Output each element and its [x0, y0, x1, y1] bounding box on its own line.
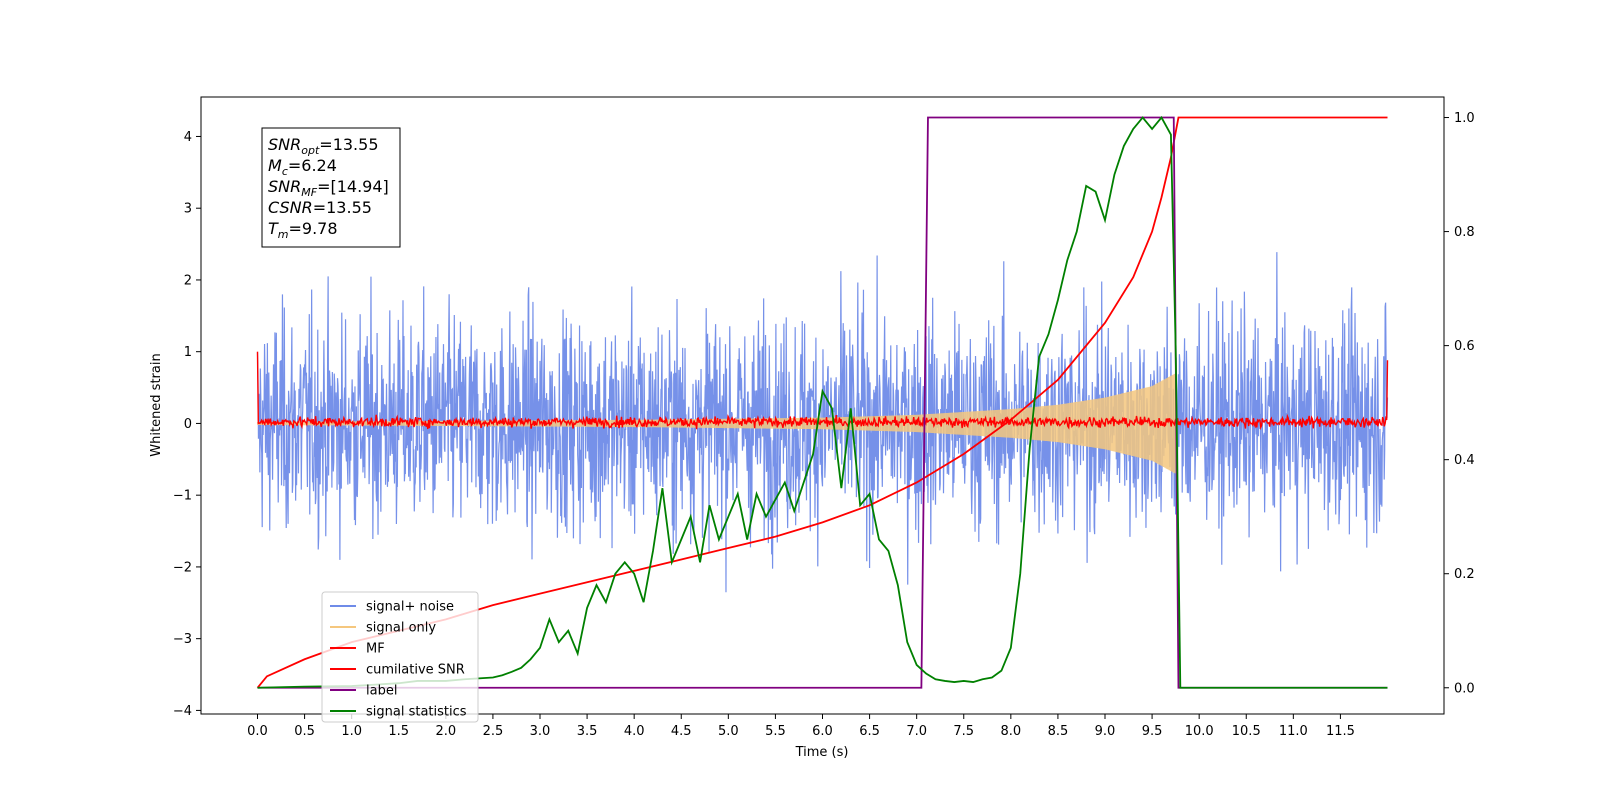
- stats-symbol: SNR: [268, 177, 301, 196]
- y-tick-label: −1: [173, 489, 192, 504]
- x-tick-label: 8.5: [1048, 724, 1069, 739]
- y2-tick-label: 0.2: [1454, 567, 1475, 582]
- legend-label: signal+ noise: [366, 600, 454, 615]
- x-tick-label: 0.5: [294, 724, 315, 739]
- stats-value: =13.55: [313, 198, 372, 217]
- legend-label: cumilative SNR: [366, 663, 465, 678]
- stats-symbol: SNR: [268, 135, 301, 154]
- y2-tick-label: 1.0: [1454, 111, 1475, 126]
- y-tick-label: −4: [173, 704, 192, 719]
- stats-symbol: CSNR: [268, 198, 313, 217]
- x-tick-label: 10.0: [1185, 724, 1214, 739]
- stats-symbol: T: [268, 219, 279, 238]
- series-signal-statistics: [257, 115, 1388, 689]
- x-tick-label: 4.0: [624, 724, 645, 739]
- x-tick-label: 10.5: [1232, 724, 1261, 739]
- stats-subscript: opt: [301, 144, 320, 157]
- y2-tick-label: 0.6: [1454, 339, 1475, 354]
- stats-value: =6.24: [288, 156, 337, 175]
- x-tick-label: 6.5: [859, 724, 880, 739]
- y-axis-label: Whitened strain: [149, 353, 164, 456]
- y-tick-label: 3: [184, 202, 192, 217]
- x-tick-label: 2.5: [483, 724, 504, 739]
- y-tick-label: 4: [184, 130, 192, 145]
- stats-subscript: MF: [301, 186, 317, 199]
- y2-tick-label: 0.8: [1454, 225, 1475, 240]
- stats-line: Tm=9.78: [268, 219, 338, 241]
- stats-line: SNRopt=13.55: [268, 135, 379, 157]
- x-tick-label: 6.0: [812, 724, 833, 739]
- y-axis-left: 4 3 2 1 0 −1 −2 −3 −4: [173, 130, 201, 719]
- y2-tick-label: 0.4: [1454, 453, 1475, 468]
- x-tick-label: 9.0: [1095, 724, 1116, 739]
- x-tick-label: 5.0: [718, 724, 739, 739]
- x-axis: 0.0 0.5 1.0 1.5 2.0 2.5 3.0 3.5 4.0 4.5 5.0 5.5 6.0 6…: [247, 714, 1355, 739]
- y-tick-label: −3: [173, 632, 192, 647]
- x-tick-label: 9.5: [1142, 724, 1163, 739]
- stats-subscript: c: [282, 165, 288, 178]
- y-axis-right: 1.0 0.8 0.6 0.4 0.2 0.0: [1444, 111, 1475, 696]
- stats-line: SNRMF=[14.94]: [268, 177, 389, 199]
- stats-line: Mc=6.24: [268, 156, 337, 178]
- legend-label: MF: [366, 642, 385, 657]
- series-signal-noise: [256, 252, 1389, 593]
- y2-tick-label: 0.0: [1454, 681, 1475, 696]
- x-tick-label: 7.5: [953, 724, 974, 739]
- stats-line: CSNR=13.55: [268, 198, 372, 217]
- x-tick-label: 4.5: [671, 724, 692, 739]
- stats-subscript: m: [278, 228, 289, 241]
- series-mf: [256, 351, 1389, 431]
- legend-label: signal statistics: [366, 705, 467, 720]
- legend-label: signal only: [366, 621, 436, 636]
- stats-symbol: M: [268, 156, 282, 175]
- y-tick-label: 1: [184, 345, 192, 360]
- stats-annotation: SNRopt=13.55Mc=6.24SNRMF=[14.94]CSNR=13.…: [261, 127, 401, 248]
- x-tick-label: 11.0: [1279, 724, 1308, 739]
- legend: signal+ noise signal only MF cumilative SNR…: [321, 591, 479, 723]
- stats-box-frame: [261, 127, 401, 248]
- x-tick-label: 0.0: [247, 724, 268, 739]
- x-tick-label: 1.0: [341, 724, 362, 739]
- stats-value: =9.78: [289, 219, 338, 238]
- stats-value: =[14.94]: [317, 177, 389, 196]
- series-signal-only: [256, 373, 1177, 474]
- stats-value: =13.55: [319, 135, 378, 154]
- legend-frame: [321, 591, 479, 723]
- y-tick-label: 2: [184, 273, 192, 288]
- x-tick-label: 3.0: [530, 724, 551, 739]
- x-axis-label: Time (s): [795, 745, 849, 760]
- y-tick-label: 0: [184, 417, 192, 432]
- x-tick-label: 8.0: [1000, 724, 1021, 739]
- x-tick-label: 2.0: [435, 724, 456, 739]
- x-tick-label: 7.0: [906, 724, 927, 739]
- x-tick-label: 5.5: [765, 724, 786, 739]
- legend-label: label: [366, 684, 397, 699]
- x-tick-label: 3.5: [577, 724, 598, 739]
- y-tick-label: −2: [173, 560, 192, 575]
- x-tick-label: 11.5: [1326, 724, 1355, 739]
- x-tick-label: 1.5: [388, 724, 409, 739]
